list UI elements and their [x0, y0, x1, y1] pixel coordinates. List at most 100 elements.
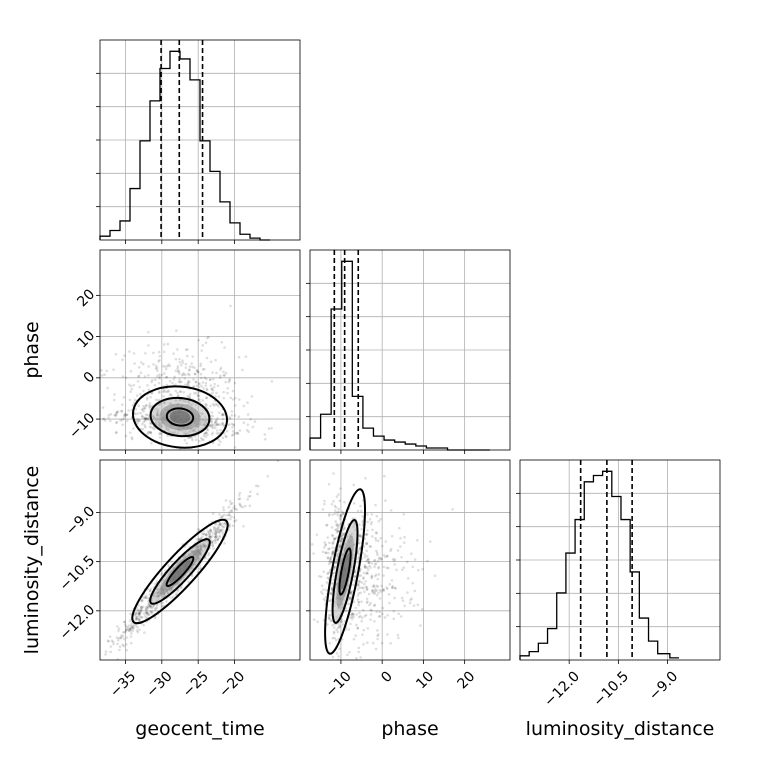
scatter-point	[176, 348, 179, 351]
scatter-point	[229, 396, 233, 400]
scatter-point	[130, 437, 134, 441]
scatter-point	[139, 605, 143, 609]
scatter-point	[335, 527, 338, 531]
scatter-point	[216, 384, 220, 388]
scatter-point	[217, 395, 221, 398]
scatter-point	[349, 590, 353, 594]
scatter-point	[203, 376, 207, 379]
scatter-point	[192, 391, 196, 395]
scatter-point	[374, 562, 378, 565]
scatter-point	[201, 381, 205, 384]
scatter-point	[118, 648, 121, 652]
scatter-point	[131, 629, 135, 632]
scatter-point	[341, 532, 345, 535]
scatter-point	[138, 613, 142, 616]
scatter-point	[211, 543, 215, 547]
scatter-point	[160, 571, 164, 575]
scatter-point	[211, 371, 214, 374]
contour-line	[149, 396, 211, 438]
scatter-point	[381, 544, 384, 548]
scatter-point	[228, 378, 232, 381]
scatter-point	[123, 412, 127, 416]
scatter-point	[154, 364, 158, 368]
scatter-point	[354, 606, 358, 610]
scatter-point	[398, 526, 401, 530]
scatter-point	[208, 378, 212, 382]
scatter-point	[115, 410, 119, 414]
y-tick-label: 0	[81, 369, 99, 387]
scatter-point	[365, 541, 369, 545]
scatter-point	[210, 419, 213, 423]
scatter-point	[162, 343, 166, 346]
scatter-point	[352, 600, 356, 604]
scatter-point	[228, 500, 232, 503]
scatter-point	[357, 556, 361, 560]
scatter-point	[451, 507, 454, 511]
scatter-point	[241, 368, 244, 372]
scatter-point	[334, 506, 338, 509]
contour-line	[149, 538, 211, 605]
scatter-point	[218, 376, 222, 379]
scatter-point	[335, 554, 339, 558]
scatter-point	[325, 581, 329, 584]
scatter-point	[213, 382, 217, 386]
scatter-point	[198, 385, 201, 389]
scatter-point	[144, 607, 148, 611]
scatter-point	[405, 560, 409, 564]
scatter-point	[340, 620, 343, 623]
scatter-point	[100, 368, 103, 372]
scatter-point	[246, 498, 250, 501]
scatter-point	[188, 392, 192, 396]
scatter-point	[211, 414, 214, 418]
scatter-point	[320, 590, 323, 594]
scatter-point	[335, 495, 339, 498]
contour-line	[131, 385, 229, 449]
scatter-point	[333, 537, 337, 541]
scatter-point	[199, 364, 202, 368]
scatter-point	[357, 552, 360, 556]
scatter-point	[222, 522, 225, 525]
scatter-point	[375, 589, 379, 592]
scatter-point	[401, 599, 405, 603]
scatter-point	[104, 653, 107, 656]
scatter-point	[341, 511, 345, 515]
scatter-point	[420, 608, 424, 611]
scatter-point	[186, 348, 189, 351]
scatter-point	[339, 522, 342, 526]
scatter-point	[114, 414, 117, 417]
scatter-point	[221, 532, 225, 536]
scatter-point	[416, 538, 419, 542]
scatter-point	[174, 357, 178, 361]
scatter-point	[137, 374, 141, 378]
scatter-point	[206, 530, 210, 533]
scatter-point	[229, 517, 232, 521]
scatter-point	[326, 576, 329, 580]
scatter-point	[217, 443, 221, 447]
scatter-point	[406, 577, 410, 580]
scatter-point	[331, 582, 335, 585]
scatter-point	[190, 574, 194, 578]
scatter-point	[354, 570, 357, 574]
scatter-point	[175, 329, 178, 332]
scatter-point	[387, 593, 391, 596]
scatter-point	[382, 589, 385, 592]
scatter-point	[238, 491, 242, 495]
scatter-point	[180, 380, 183, 384]
hist-bar	[538, 643, 547, 660]
scatter-point	[140, 606, 144, 609]
scatter-point	[375, 594, 379, 597]
contour-line	[165, 555, 195, 588]
scatter-point	[152, 362, 155, 366]
scatter-point	[363, 564, 367, 567]
scatter-point	[129, 627, 132, 630]
scatter-point	[122, 396, 126, 399]
scatter-point	[176, 365, 180, 368]
scatter-point	[378, 588, 382, 592]
scatter-point	[174, 383, 177, 386]
scatter-point	[137, 603, 140, 607]
scatter-point	[129, 629, 133, 632]
scatter-point	[362, 586, 365, 590]
scatter-point	[333, 537, 336, 541]
scatter-point	[233, 446, 237, 449]
scatter-point	[214, 420, 218, 423]
